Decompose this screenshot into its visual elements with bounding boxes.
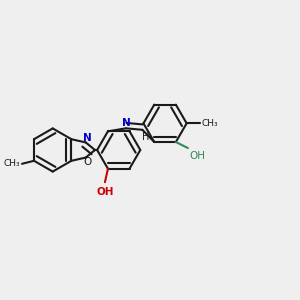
- Text: OH: OH: [189, 151, 205, 161]
- Text: N: N: [122, 118, 130, 128]
- Text: CH₃: CH₃: [202, 119, 218, 128]
- Text: CH₃: CH₃: [4, 159, 20, 168]
- Text: O: O: [83, 157, 92, 167]
- Text: H: H: [142, 132, 149, 142]
- Text: OH: OH: [96, 187, 114, 197]
- Text: N: N: [83, 133, 92, 143]
